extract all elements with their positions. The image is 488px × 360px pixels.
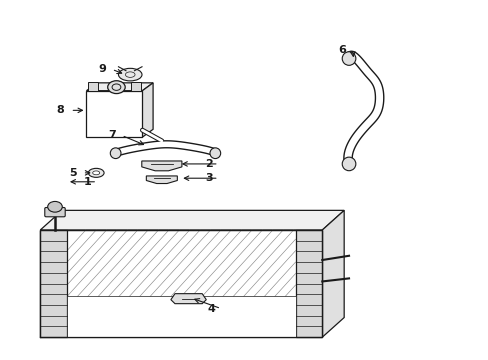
Ellipse shape xyxy=(88,168,104,177)
Polygon shape xyxy=(40,210,344,230)
Ellipse shape xyxy=(342,52,355,65)
Polygon shape xyxy=(142,161,182,171)
Ellipse shape xyxy=(209,148,220,158)
Polygon shape xyxy=(40,230,67,337)
FancyBboxPatch shape xyxy=(45,207,65,217)
Ellipse shape xyxy=(93,171,100,175)
Text: 9: 9 xyxy=(98,64,106,74)
Polygon shape xyxy=(131,82,140,91)
Text: 3: 3 xyxy=(205,173,212,183)
Text: 6: 6 xyxy=(338,45,346,55)
Circle shape xyxy=(48,202,62,212)
Polygon shape xyxy=(86,91,142,137)
Polygon shape xyxy=(67,296,295,337)
Polygon shape xyxy=(88,82,98,91)
Polygon shape xyxy=(295,230,322,337)
Text: 5: 5 xyxy=(69,168,77,178)
Text: 7: 7 xyxy=(108,130,116,140)
Text: 4: 4 xyxy=(207,303,215,314)
Ellipse shape xyxy=(342,157,355,171)
Polygon shape xyxy=(322,210,344,337)
Polygon shape xyxy=(40,230,322,337)
Polygon shape xyxy=(146,176,177,184)
Circle shape xyxy=(107,81,125,94)
Polygon shape xyxy=(170,294,206,304)
Ellipse shape xyxy=(118,68,142,81)
Text: 8: 8 xyxy=(57,105,64,115)
Text: 1: 1 xyxy=(83,177,91,187)
Polygon shape xyxy=(142,83,153,137)
Ellipse shape xyxy=(110,148,121,158)
Text: 2: 2 xyxy=(205,159,212,169)
Polygon shape xyxy=(86,83,153,91)
